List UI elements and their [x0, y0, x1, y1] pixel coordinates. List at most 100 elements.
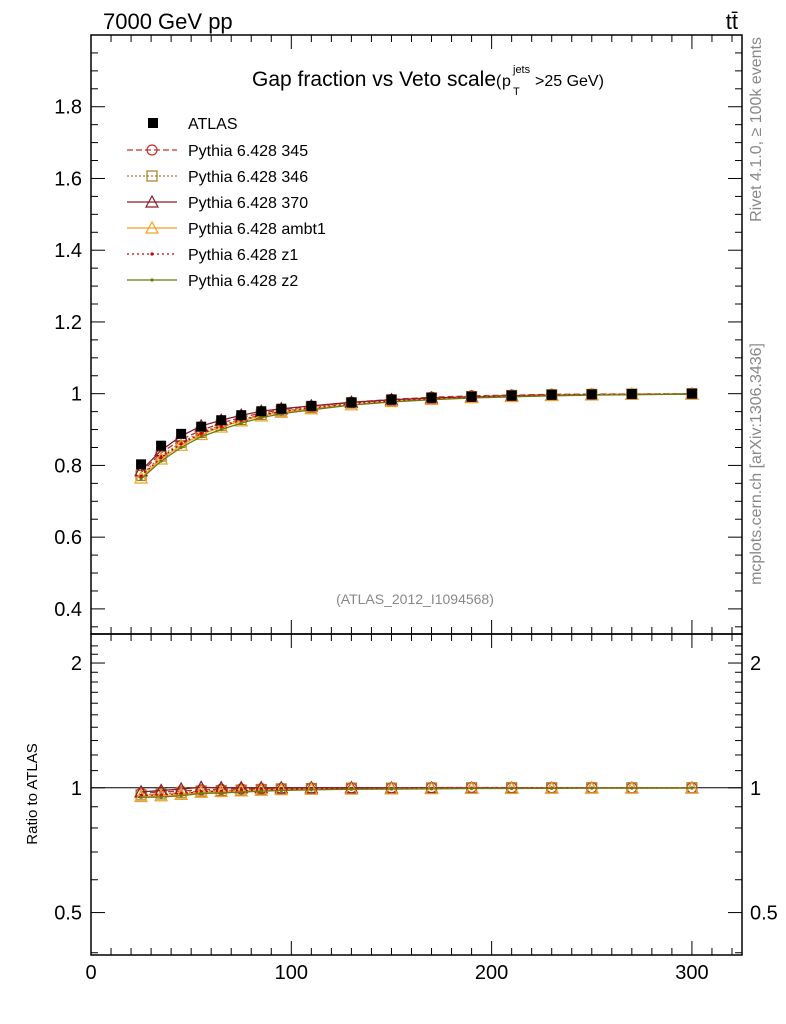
ratio-point [159, 795, 163, 799]
series-point [239, 421, 243, 425]
main-y-tick-label: 0.8 [54, 455, 82, 477]
x-tick-label: 200 [475, 962, 508, 984]
series-line-0 [140, 393, 692, 474]
mcplots-reference-label: mcplots.cern.ch [arXiv:1306.3436] [748, 343, 765, 585]
series-point [219, 427, 223, 432]
atlas-data-point [306, 400, 317, 411]
ratio-point [279, 788, 283, 793]
ratio-point [590, 786, 594, 790]
chart-title-cut: >25 GeV) [535, 73, 604, 90]
atlas-data-point [466, 391, 477, 402]
ratio-y-tick-label-right: 2 [750, 653, 761, 675]
ratio-point [259, 789, 263, 793]
legend-marker [146, 144, 158, 156]
series-point [199, 435, 203, 439]
series-point [179, 445, 183, 450]
ratio-point [389, 787, 394, 791]
main-y-tick-label: 1.2 [54, 312, 82, 334]
ratio-point [429, 787, 434, 791]
series-point [194, 427, 209, 441]
main-panel: 0.4 0.6 0.8 1 1.2 1.4 1.6 1.8 Gap fraction vs V… [54, 34, 743, 635]
atlas-data-point [346, 397, 357, 408]
ratio-point [304, 780, 319, 794]
chart-title-p: p [502, 73, 511, 90]
series-point [199, 431, 203, 436]
legend-marker [146, 170, 158, 182]
ratio-point [464, 781, 479, 794]
ratio-y-tick-label-right: 1 [750, 778, 761, 800]
atlas-data-point [196, 421, 207, 432]
ratio-point [134, 789, 149, 803]
ratio-point [194, 784, 209, 798]
ratio-point [349, 787, 353, 791]
series-point [134, 470, 149, 484]
ratio-point [234, 783, 249, 797]
ratio-point [384, 781, 399, 795]
series-point [159, 455, 163, 460]
ratio-point [174, 787, 189, 801]
atlas-data-point [546, 389, 557, 400]
atlas-data-point [426, 392, 437, 403]
legend-series-entries: Pythia 6.428 345 Pythia 6.428 346 Pythia 6… [127, 143, 326, 290]
ratio-point [550, 786, 554, 790]
atlas-data-point [686, 388, 697, 399]
ratio-point [199, 791, 203, 796]
ratio-x-axis: 0 100 200 300 [85, 634, 733, 984]
legend-atlas-label: ATLAS [188, 116, 238, 133]
atlas-data-point [176, 428, 187, 439]
atlas-data-point [156, 440, 167, 451]
series-point [219, 424, 223, 428]
ratio-point [469, 786, 474, 791]
ratio-panel: 0.5 0.5 1 1 2 2 0 100 200 300 Ratio to ATLAS [24, 633, 778, 984]
analysis-id-label: (ATLAS_2012_I1094568) [336, 591, 494, 607]
series-point [174, 438, 189, 451]
series-point [159, 459, 163, 463]
ratio-point [309, 788, 313, 792]
ratio-point [154, 788, 169, 802]
ratio-panel-frame [90, 633, 743, 956]
ratio-point [504, 781, 519, 794]
ratio-point [139, 795, 143, 799]
legend-marker [150, 278, 154, 282]
legend-label: Pythia 6.428 z1 [188, 247, 298, 264]
legend-marker [144, 194, 160, 208]
atlas-data-point [276, 403, 287, 414]
ratio-line-5 [141, 787, 692, 798]
main-y-axis: 0.4 0.6 0.8 1 1.2 1.4 1.6 1.8 [54, 52, 742, 628]
x-tick-label: 300 [675, 962, 708, 984]
ratio-point [544, 780, 559, 794]
ratio-point [214, 784, 229, 798]
atlas-data-point [506, 390, 517, 401]
legend-marker [150, 252, 154, 256]
main-x-ticks [90, 35, 733, 634]
ratio-point [344, 781, 359, 795]
series-point [179, 442, 183, 446]
chart-title-open-paren: ( [496, 73, 502, 90]
chart-title-subscript: T [513, 86, 520, 98]
ratio-y-axis: 0.5 0.5 1 1 2 2 [54, 645, 778, 954]
series-point [139, 474, 143, 478]
ratio-point [254, 783, 269, 796]
legend-label: Pythia 6.428 345 [188, 143, 308, 160]
ratio-series-group [134, 780, 699, 803]
chart-title: Gap fraction vs Veto scale [252, 68, 496, 91]
ratio-point [624, 780, 639, 794]
ratio-y-tick-label: 2 [71, 653, 82, 675]
ratio-point [630, 786, 634, 790]
x-tick-label: 100 [275, 962, 308, 984]
atlas-data-point [136, 459, 147, 470]
legend-atlas-marker [148, 118, 158, 128]
main-series-group [134, 386, 699, 484]
ratio-point [690, 786, 694, 790]
process-label: tt̄ [726, 9, 738, 34]
series-point [139, 477, 143, 481]
main-y-tick-label: 1.4 [54, 240, 82, 262]
ratio-point [304, 782, 319, 795]
atlas-data-point [586, 389, 597, 400]
ratio-point [344, 780, 359, 794]
atlas-data-point [386, 394, 397, 405]
legend-label: Pythia 6.428 370 [188, 195, 308, 212]
series-line-5 [140, 393, 692, 480]
